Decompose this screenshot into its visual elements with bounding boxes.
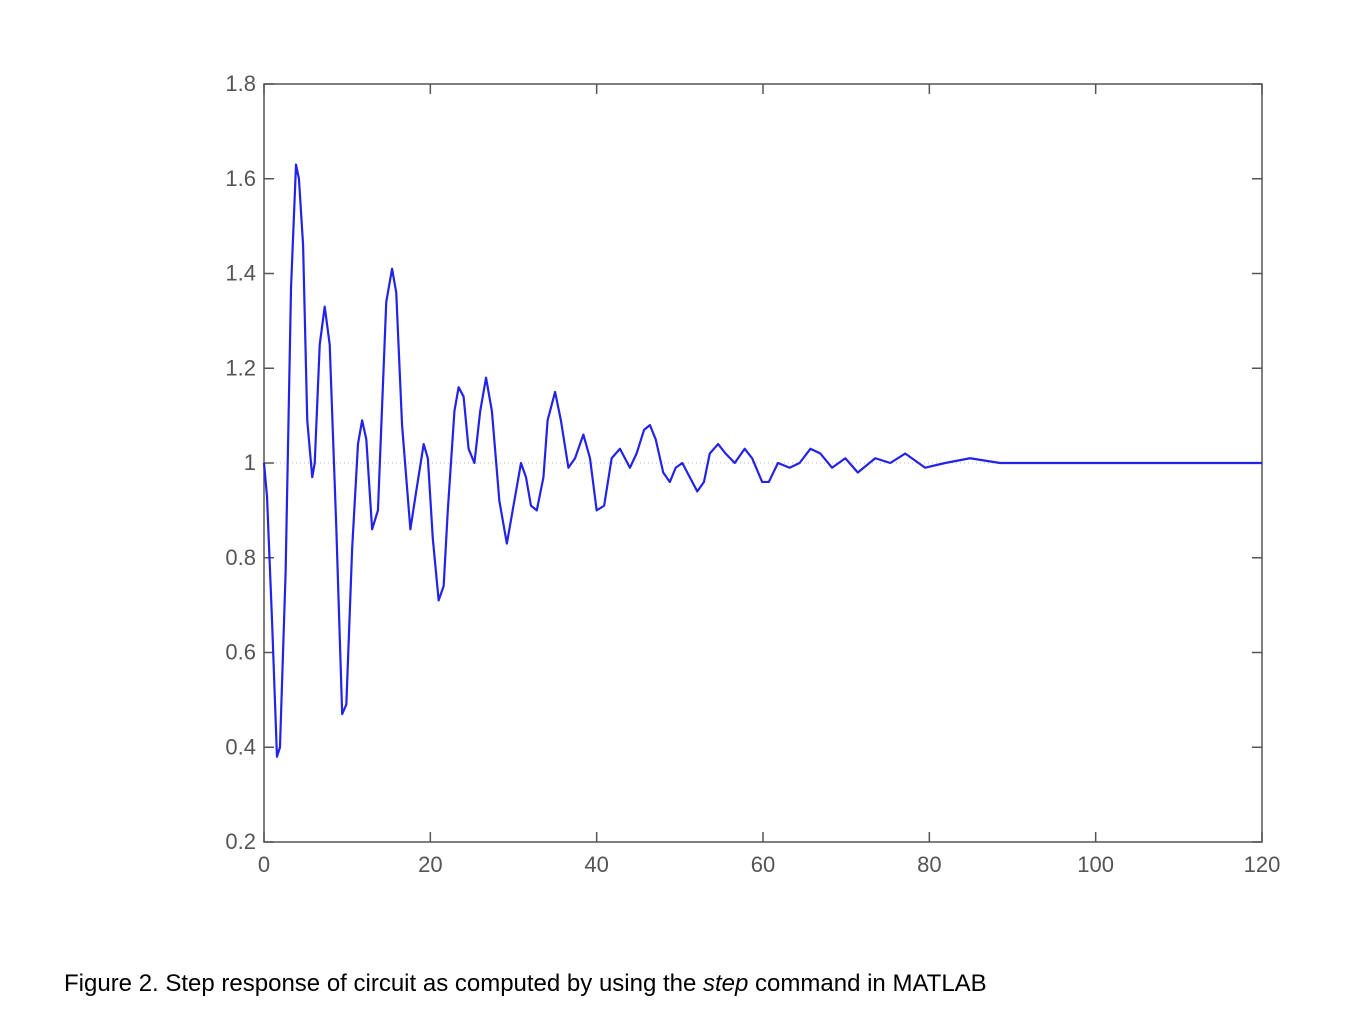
caption: Figure 2. Step response of circuit as co… (64, 970, 987, 997)
caption-text: command in MATLAB (748, 970, 986, 997)
y-tick-label: 1.4 (225, 261, 256, 286)
y-tick-label: 0.4 (225, 734, 256, 759)
y-tick-label: 0.8 (225, 545, 256, 570)
y-tick-label: 1.8 (225, 71, 256, 96)
data-line (262, 163, 1262, 758)
x-tick-label: 20 (418, 852, 442, 877)
x-tick-label: 100 (1077, 852, 1114, 877)
y-tick-label: 1.2 (225, 355, 256, 380)
x-tick-label: 80 (917, 852, 941, 877)
x-tick-label: 60 (751, 852, 775, 877)
x-tick-label: 40 (584, 852, 608, 877)
x-tick-label: 0 (258, 852, 270, 877)
x-tick-label: 120 (1244, 852, 1281, 877)
y-tick-label: 0.6 (225, 640, 256, 665)
y-tick-label: 1.6 (225, 166, 256, 191)
caption-text: Figure 2. Step response of circuit as co… (64, 970, 703, 997)
y-tick-label: 1 (244, 450, 256, 475)
caption-emphasis: step (703, 970, 748, 997)
y-tick-label: 0.2 (225, 829, 256, 854)
